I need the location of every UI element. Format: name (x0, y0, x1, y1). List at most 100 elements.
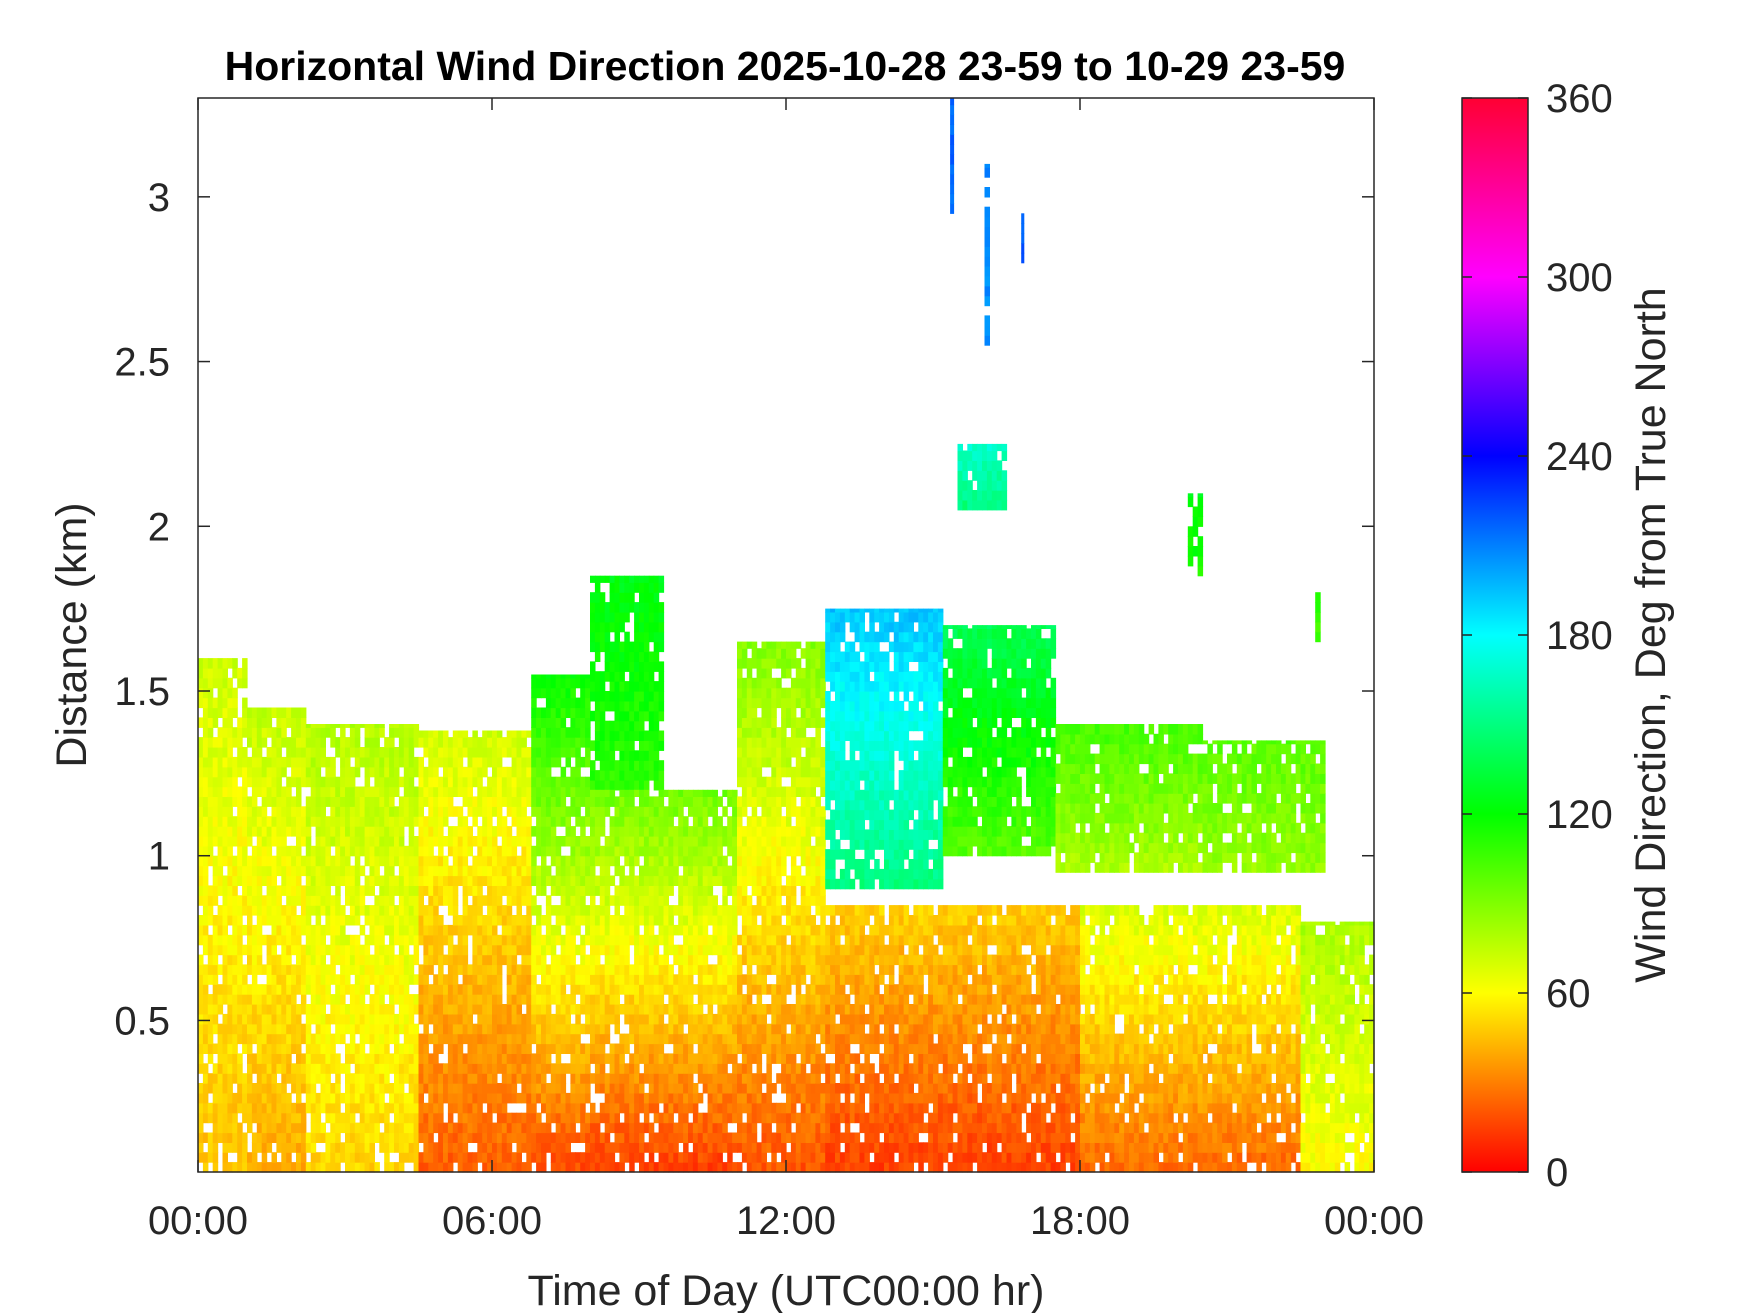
heatmap-cell (737, 1112, 743, 1124)
heatmap-cell (619, 964, 625, 975)
heatmap-cell (227, 905, 233, 916)
heatmap-cell (247, 1013, 253, 1025)
heatmap-cell (359, 1033, 366, 1045)
heatmap-cell (212, 796, 219, 807)
heatmap-cell (261, 1122, 268, 1134)
heatmap-cell (447, 826, 454, 837)
heatmap-cell (658, 924, 665, 936)
heatmap-cell (369, 845, 375, 857)
heatmap-cell (398, 724, 405, 728)
heatmap-cell (325, 1043, 331, 1054)
heatmap-cell (692, 806, 699, 817)
heatmap-cell (212, 1092, 219, 1104)
heatmap-cell (678, 974, 684, 985)
heatmap-cell (737, 756, 743, 768)
heatmap-cell (472, 984, 478, 995)
heatmap-cell (276, 1023, 282, 1035)
heatmap-cell (286, 776, 292, 788)
heatmap-cell (707, 1053, 714, 1064)
heatmap-cell (315, 1073, 322, 1084)
heatmap-cell (198, 1004, 204, 1015)
heatmap-cell (330, 756, 336, 768)
heatmap-cell (555, 727, 562, 738)
heatmap-cell (212, 1102, 219, 1114)
heatmap-cell (629, 1162, 635, 1173)
heatmap-cell (506, 776, 513, 788)
heatmap-cell (604, 750, 611, 761)
heatmap-cell (570, 1092, 576, 1104)
heatmap-cell (310, 984, 317, 995)
heatmap-cell (217, 707, 224, 718)
heatmap-cell (624, 789, 630, 797)
heatmap-cell (408, 766, 415, 778)
heatmap-cell (619, 974, 625, 985)
heatmap-cell (496, 1162, 503, 1173)
heatmap-cell (741, 865, 748, 877)
heatmap-cell (496, 806, 503, 817)
heatmap-cell (325, 1112, 331, 1124)
heatmap-cell (394, 756, 400, 768)
heatmap-cell (702, 865, 709, 877)
heatmap-cell (315, 1162, 322, 1173)
heatmap-cell (751, 1132, 758, 1143)
heatmap-cell (594, 836, 601, 847)
heatmap-cell (526, 796, 532, 807)
heatmap-cell (369, 766, 375, 778)
heatmap-cell (653, 994, 660, 1005)
heatmap-cell (590, 592, 596, 603)
heatmap-cell (737, 826, 743, 837)
heatmap-cell (247, 944, 253, 956)
heatmap-cell (619, 760, 625, 771)
heatmap-cell (737, 1023, 743, 1035)
heatmap-cell (403, 915, 410, 926)
heatmap-cell (663, 826, 669, 837)
heatmap-cell (335, 1102, 341, 1114)
heatmap-cell (438, 1063, 444, 1074)
heatmap-cell (217, 875, 224, 886)
heatmap-cell (496, 1132, 503, 1143)
heatmap-cell (590, 602, 596, 613)
heatmap-cell (741, 915, 748, 926)
heatmap-cell (536, 944, 542, 956)
heatmap-cell (423, 1023, 429, 1035)
heatmap-cell (443, 1013, 449, 1025)
heatmap-cell (207, 1013, 214, 1025)
heatmap-cell (614, 924, 620, 936)
heatmap-cell (545, 845, 552, 857)
heatmap-cell (447, 1043, 454, 1054)
heatmap-cell (212, 934, 219, 946)
heatmap-cell (266, 707, 273, 718)
heatmap-cell (506, 1033, 513, 1045)
heatmap-cell (212, 1083, 219, 1094)
heatmap-cell (482, 1013, 488, 1025)
heatmap-cell (756, 766, 763, 778)
heatmap-cell (648, 730, 655, 741)
heatmap-cell (242, 697, 248, 709)
heatmap-cell (266, 984, 273, 995)
heatmap-cell (717, 1092, 723, 1104)
heatmap-cell (330, 964, 336, 975)
heatmap-cell (575, 737, 581, 748)
heatmap-cell (702, 836, 709, 847)
heatmap-cell (634, 750, 640, 761)
heatmap-cell (712, 895, 718, 906)
heatmap-cell (746, 737, 753, 748)
heatmap-cell (296, 776, 302, 788)
heatmap-cell (403, 984, 410, 995)
heatmap-cell (340, 1033, 346, 1045)
heatmap-cell (737, 806, 743, 817)
heatmap-cell (325, 994, 331, 1005)
heatmap-cell (692, 1122, 699, 1134)
heatmap-cell (305, 885, 312, 896)
heatmap-cell (369, 1112, 375, 1124)
heatmap-cell (496, 1004, 503, 1015)
heatmap-cell (732, 944, 738, 956)
heatmap-cell (751, 1073, 758, 1084)
heatmap-cell (614, 994, 620, 1005)
heatmap-cell (585, 806, 591, 817)
heatmap-cell (643, 1004, 650, 1015)
heatmap-cell (619, 915, 625, 926)
heatmap-cell (541, 737, 547, 748)
heatmap-cell (751, 915, 758, 926)
heatmap-cell (472, 1083, 478, 1094)
